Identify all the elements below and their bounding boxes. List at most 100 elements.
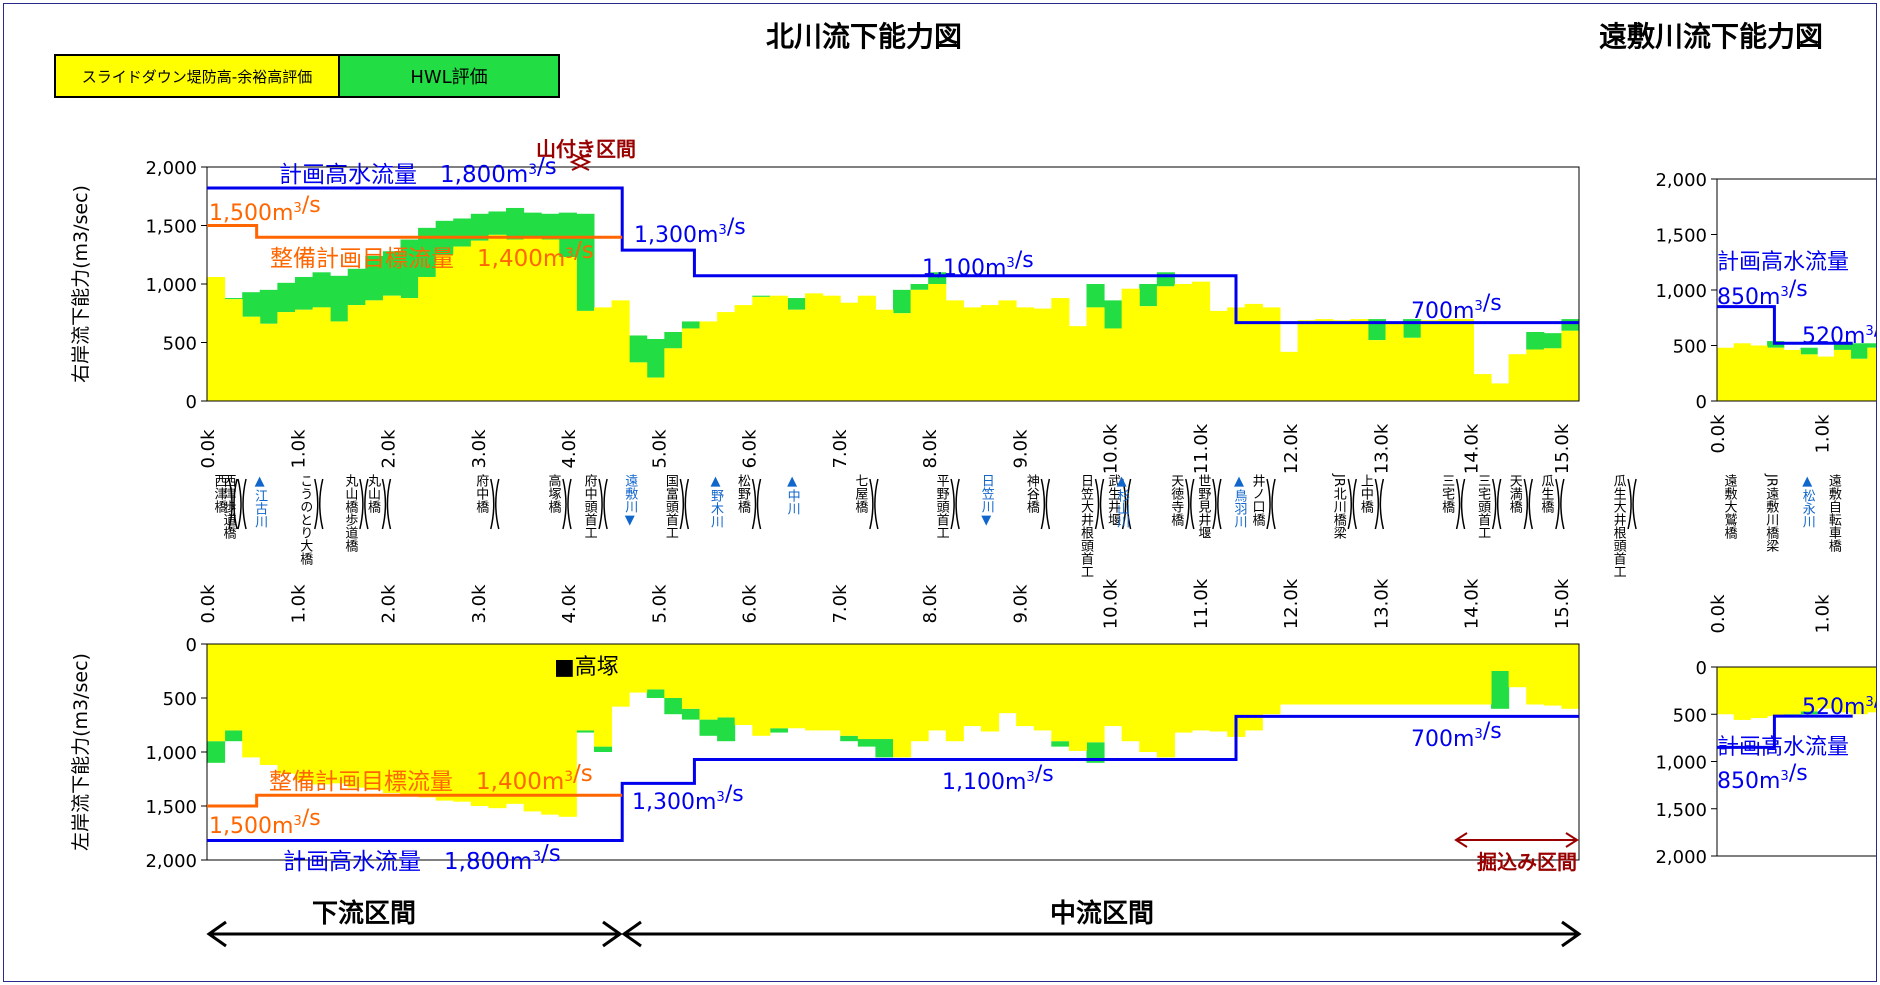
bar-yellow [1033, 308, 1052, 401]
bar-yellow [699, 644, 718, 720]
label-horikomi: 掘込み区間 [1477, 850, 1577, 874]
bar-yellow [840, 644, 859, 736]
bar-yellow [294, 309, 314, 401]
structure-label: 日笠川▼ [979, 474, 995, 528]
bar-green [576, 730, 595, 733]
bar-yellow [1279, 351, 1299, 401]
x-tick-label-top: 4.0k [559, 429, 580, 469]
bar-yellow [752, 644, 771, 736]
bar-green [857, 739, 876, 747]
bar-yellow [1438, 644, 1457, 705]
bridge-mark [1347, 478, 1357, 530]
bar-yellow [347, 644, 366, 788]
bar-yellow [382, 644, 401, 794]
bar-green [242, 292, 261, 317]
bar-yellow [787, 309, 806, 401]
bar-yellow [1850, 358, 1868, 401]
bar-yellow [1403, 644, 1422, 705]
bar-yellow [1473, 644, 1492, 705]
bar-green [717, 717, 736, 742]
bar-yellow [224, 299, 243, 401]
bar-yellow [1800, 354, 1818, 401]
structure-label: 松野橋 [735, 474, 751, 514]
y-tick-label: 500 [163, 334, 197, 355]
bar-yellow [435, 254, 454, 401]
bar-yellow [1385, 644, 1404, 705]
bar-yellow [875, 309, 894, 401]
bar-yellow [787, 644, 806, 729]
structure-label: 武生井堰 [1105, 474, 1121, 526]
bar-yellow [1750, 345, 1768, 401]
bar-yellow [1139, 644, 1158, 752]
y-tick-label: 2,000 [1655, 847, 1707, 868]
bar-yellow [1491, 644, 1510, 671]
x-tick-label-top: 15.0k [1552, 423, 1573, 474]
plot-border [206, 643, 1580, 861]
planned-flood-line [1717, 305, 1853, 345]
structure-label: ▲鳥羽川 [1231, 474, 1247, 528]
bar-yellow [945, 300, 964, 401]
tojiki-x-tick-bottom: 0.0k [1708, 594, 1729, 634]
structure-label: 遠敷川▼ [622, 474, 638, 528]
bar-yellow [1543, 644, 1562, 706]
bar-yellow [259, 323, 278, 401]
bar-green [1139, 284, 1158, 307]
bar-yellow [893, 644, 912, 758]
x-tick-label-top: 1.0k [288, 429, 309, 469]
bar-yellow [1244, 644, 1263, 731]
x-tick-label-bottom: 9.0k [1010, 584, 1031, 624]
bar-green [769, 728, 788, 733]
bar-green [646, 689, 665, 698]
bar-yellow [1016, 307, 1035, 401]
bridge-mark [314, 478, 324, 530]
bar-yellow [1508, 644, 1527, 688]
structure-label: 天徳寺橋 [1168, 474, 1184, 527]
bar-yellow [1332, 644, 1351, 705]
x-tick-label-bottom: 0.0k [198, 584, 219, 624]
x-tick-label-bottom: 1.0k [288, 584, 309, 624]
bar-yellow [453, 644, 472, 802]
x-tick-label-top: 7.0k [830, 429, 851, 469]
bar-yellow [945, 644, 964, 742]
bridge-mark [1491, 478, 1502, 530]
bar-green [365, 255, 384, 301]
tojiki-x-tick-top: 0.0k [1708, 414, 1729, 454]
bar-yellow [506, 239, 525, 401]
bridge-mark [950, 478, 960, 530]
bar-yellow [1121, 288, 1140, 401]
bar-yellow [910, 644, 929, 742]
bar-yellow [664, 348, 683, 401]
bar-yellow [365, 644, 384, 790]
structure-label: 平野頭首工 [934, 474, 950, 539]
structure-label: 国富頭首工 [663, 474, 679, 539]
tojiki-structure-label: JR遠敷川橋梁 [1763, 473, 1779, 552]
label-tojiki-520: 520m3/s [1802, 316, 1877, 349]
bridge-mark [679, 478, 690, 530]
tojiki-structure-label: 遠敷大鷲橋 [1722, 474, 1738, 540]
chart-kitagawa-right-bank [201, 166, 1580, 402]
bar-yellow [734, 644, 753, 725]
bar-yellow [1367, 340, 1387, 401]
arrow-churyu [621, 920, 1582, 948]
bar-yellow [1315, 644, 1334, 705]
bar-yellow [1086, 644, 1105, 743]
bar-yellow [1833, 667, 1852, 713]
bar-green [277, 282, 296, 313]
bar-green [699, 719, 718, 736]
bar-yellow [998, 644, 1017, 714]
x-tick-label-top: 3.0k [469, 429, 490, 469]
bar-yellow [1350, 644, 1369, 705]
structure-label: こうのとり大橋 [297, 474, 313, 566]
tojiki-structure-label: ▲松永川 [1800, 474, 1816, 528]
chart-tojiki-left-bank [1711, 666, 1876, 857]
bar-yellow [453, 246, 472, 401]
bar-yellow [400, 298, 419, 401]
bar-yellow [593, 644, 613, 747]
bar-yellow [1068, 326, 1087, 401]
y-tick-label: 1,500 [1655, 800, 1707, 821]
bar-yellow [347, 305, 366, 401]
bar-yellow [506, 644, 525, 804]
bar-green [207, 741, 226, 763]
bar-yellow [1192, 281, 1211, 401]
structure-label: 瓜生橋 [1538, 474, 1554, 514]
